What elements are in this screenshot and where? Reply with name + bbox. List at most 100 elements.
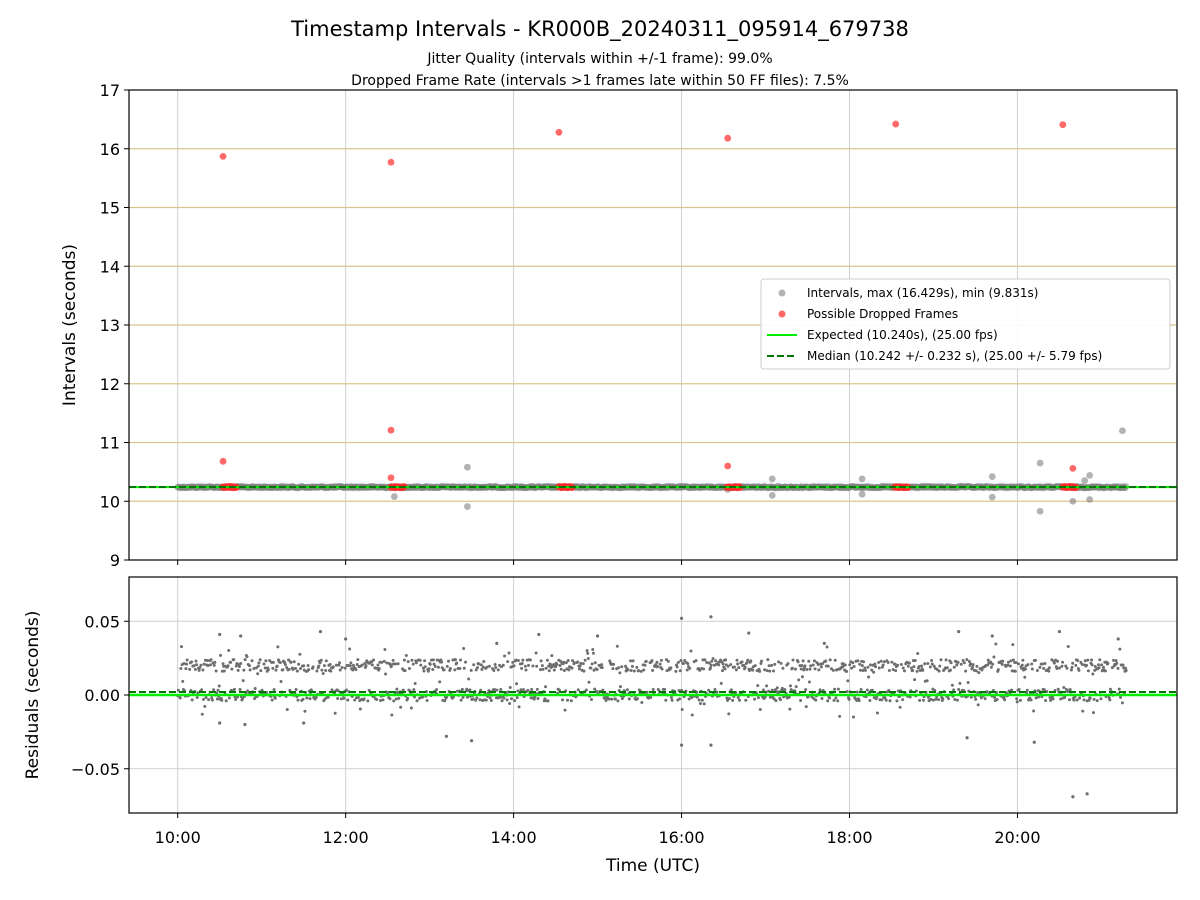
residual-point xyxy=(199,663,203,667)
x-axis-label: Time (UTC) xyxy=(605,856,700,876)
residual-point xyxy=(495,688,499,692)
residual-point xyxy=(540,664,544,668)
residual-point xyxy=(615,644,619,648)
residual-point xyxy=(587,680,591,684)
residual-point xyxy=(930,658,934,662)
residual-point xyxy=(618,671,622,675)
interval-point xyxy=(988,473,996,480)
residual-point xyxy=(426,669,430,673)
residual-point xyxy=(433,664,437,668)
residual-point xyxy=(414,661,418,665)
residual-point xyxy=(356,695,360,699)
dropped-frame-point xyxy=(724,462,732,470)
residual-point xyxy=(563,708,567,712)
residual-point xyxy=(1097,666,1101,670)
residual-point xyxy=(179,667,183,671)
residual-point xyxy=(967,659,971,663)
residual-point xyxy=(221,662,225,666)
residual-point xyxy=(279,679,283,683)
residual-point xyxy=(389,665,393,669)
residual-point xyxy=(600,666,604,670)
residual-point xyxy=(590,662,594,666)
residual-point xyxy=(1011,643,1015,647)
residual-point xyxy=(410,658,414,662)
residual-point xyxy=(260,688,264,692)
residual-point xyxy=(1115,661,1119,665)
residual-point xyxy=(385,661,389,665)
residual-point xyxy=(181,679,185,683)
residual-point xyxy=(709,743,713,747)
residual-point xyxy=(778,698,782,702)
residual-point xyxy=(317,664,321,668)
residual-point xyxy=(980,668,984,672)
residual-point xyxy=(985,690,989,694)
residual-point xyxy=(381,698,385,702)
residual-point xyxy=(786,662,790,666)
residual-point xyxy=(809,664,813,668)
residual-point xyxy=(241,679,245,683)
residual-point xyxy=(908,695,912,699)
residual-point xyxy=(266,668,270,672)
residual-point xyxy=(536,696,540,700)
residual-point xyxy=(753,697,757,701)
residual-point xyxy=(804,688,808,692)
residual-point xyxy=(631,659,635,663)
residual-point xyxy=(800,664,804,668)
residual-point xyxy=(986,658,990,662)
residual-point xyxy=(218,721,222,725)
residual-point xyxy=(1023,675,1027,679)
residual-point xyxy=(761,688,765,692)
residual-point xyxy=(256,664,260,668)
residual-point xyxy=(202,697,206,701)
residual-point xyxy=(194,659,198,663)
residual-point xyxy=(571,659,575,663)
residual-point xyxy=(945,666,949,670)
dropped-frame-point xyxy=(1069,464,1077,472)
residual-point xyxy=(412,688,416,692)
residual-point xyxy=(639,669,643,673)
residual-point xyxy=(965,658,969,662)
residual-point xyxy=(445,664,449,668)
residual-point xyxy=(804,705,808,709)
residual-point xyxy=(1021,658,1025,662)
residual-point xyxy=(620,665,624,669)
residual-point xyxy=(502,696,506,700)
residual-point xyxy=(961,658,965,662)
residual-point xyxy=(535,664,539,668)
residual-point xyxy=(1008,664,1012,668)
residual-point xyxy=(202,662,206,666)
residual-point xyxy=(477,662,481,666)
residual-point xyxy=(510,697,514,701)
residual-point xyxy=(959,662,963,666)
residual-point xyxy=(1009,659,1013,663)
residual-point xyxy=(736,662,740,666)
residual-point xyxy=(765,669,769,673)
residual-point xyxy=(264,659,268,663)
residual-point xyxy=(989,665,993,669)
residual-point xyxy=(896,663,900,667)
residual-point xyxy=(499,688,503,692)
residual-point xyxy=(630,664,634,668)
residual-point xyxy=(770,688,774,692)
residual-point xyxy=(1068,688,1072,692)
residual-point xyxy=(1070,665,1074,669)
residual-point xyxy=(1034,696,1038,700)
residual-point xyxy=(438,680,442,684)
residual-point xyxy=(407,666,411,670)
residual-point xyxy=(210,696,214,700)
residual-point xyxy=(259,669,263,673)
residual-point xyxy=(475,666,479,670)
residual-point xyxy=(444,734,449,738)
residual-point xyxy=(302,664,306,668)
residual-point xyxy=(1032,709,1036,713)
residual-point xyxy=(865,688,869,692)
residual-point xyxy=(558,663,562,667)
residual-point xyxy=(362,697,366,701)
residual-point xyxy=(208,663,212,667)
residual-point xyxy=(1069,668,1073,672)
residual-point xyxy=(226,664,230,668)
residual-point xyxy=(508,702,512,706)
residual-point xyxy=(295,669,299,673)
residual-point xyxy=(975,664,979,668)
residual-point xyxy=(1085,792,1089,796)
